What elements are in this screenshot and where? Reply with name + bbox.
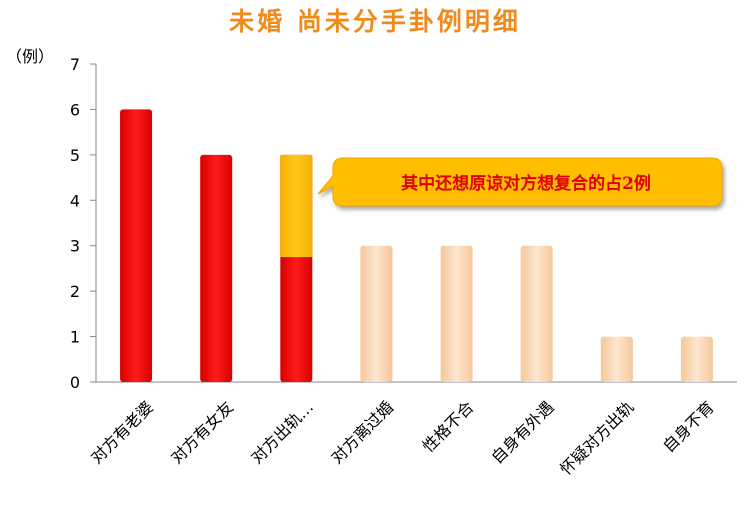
x-tick-label-2: 对方出轨… <box>247 397 317 467</box>
x-tick-label-0: 对方有老婆 <box>87 397 157 467</box>
y-tick-label-1: 1 <box>70 328 80 347</box>
y-tick-label-3: 3 <box>70 237 80 256</box>
bar-7 <box>680 336 713 382</box>
bar-6 <box>600 336 633 382</box>
callout-text: 其中还想原谅对方想复合的占2例 <box>401 173 651 194</box>
bar-0 <box>120 109 153 382</box>
x-tick-label-3: 对方离过婚 <box>327 397 397 467</box>
y-tick-label-0: 0 <box>70 373 80 392</box>
x-tick-label-1: 对方有女友 <box>167 397 237 467</box>
y-axis-label: （例） <box>6 47 54 66</box>
x-tick-label-4: 性格不合 <box>419 397 478 456</box>
bar-1 <box>200 154 233 382</box>
x-tick-label-6: 怀疑对方出轨 <box>556 397 637 478</box>
y-tick-label-2: 2 <box>70 282 80 301</box>
callout-box <box>317 157 723 207</box>
chart-title: 未婚 尚未分手卦例明细 <box>229 7 521 36</box>
y-tick-label-4: 4 <box>70 191 80 210</box>
x-tick-label-7: 自身不育 <box>659 397 718 456</box>
y-axis-ticks: 0 1 2 3 4 5 6 7 <box>70 55 96 392</box>
y-tick-label-5: 5 <box>70 146 80 165</box>
bar-4 <box>440 245 473 382</box>
y-tick-label-7: 7 <box>70 55 80 74</box>
x-tick-label-5: 自身有外遇 <box>488 397 558 467</box>
y-tick-label-6: 6 <box>70 100 80 119</box>
bar-highlight-segment <box>280 154 313 258</box>
annotation-callout <box>317 157 723 207</box>
bars <box>120 109 713 382</box>
bar-5 <box>520 245 553 382</box>
bar-3 <box>360 245 393 382</box>
